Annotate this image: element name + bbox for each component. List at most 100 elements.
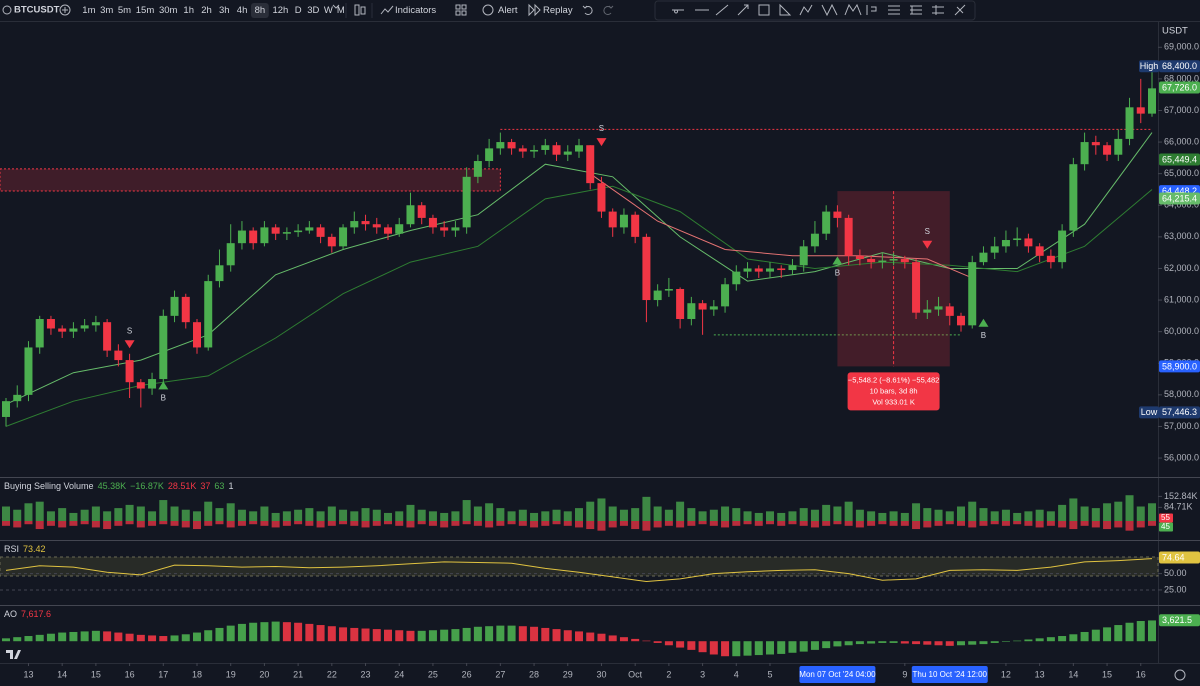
bar	[294, 520, 303, 525]
compare-button[interactable]	[59, 4, 71, 16]
interval-button[interactable]: 8h	[255, 5, 266, 16]
bar	[327, 626, 336, 642]
tool-horizontal-ray[interactable]	[672, 9, 684, 14]
bar	[563, 520, 572, 526]
y-tick-label: 152.84K	[1164, 491, 1198, 501]
price-label: 3,621.5	[1162, 615, 1192, 625]
price-label: 65,449.4	[1162, 154, 1197, 164]
candle-body	[575, 145, 583, 152]
chart-type-button[interactable]	[354, 4, 360, 16]
interval-button[interactable]: 15m	[136, 5, 155, 16]
bar	[1114, 625, 1123, 642]
bar	[867, 511, 876, 521]
x-tick-label: 9	[902, 669, 907, 679]
bar	[114, 632, 123, 642]
bar	[507, 511, 516, 521]
legend-value: 73.42	[23, 544, 46, 554]
measure-label-box	[847, 372, 940, 411]
interval-button[interactable]: 4h	[237, 5, 248, 16]
bar	[1058, 636, 1067, 642]
bar	[406, 630, 415, 642]
currency-label[interactable]: USDT	[1162, 26, 1188, 37]
bar	[80, 509, 89, 521]
y-tick-label: 67,000.0	[1164, 105, 1199, 115]
bar	[597, 520, 606, 531]
redo-button[interactable]	[603, 5, 614, 15]
tool-xabcd[interactable]	[844, 3, 862, 16]
bar	[305, 623, 314, 642]
interval-button[interactable]: W	[324, 5, 333, 16]
bar	[788, 520, 797, 525]
y-tick-label: 56,000.0	[1164, 452, 1199, 462]
undo-button[interactable]	[582, 5, 593, 15]
interval-button[interactable]: 1h	[183, 5, 194, 16]
interval-button[interactable]: D	[295, 5, 302, 16]
indicators-icon	[380, 5, 394, 15]
tool-flag[interactable]	[866, 5, 877, 15]
symbol-icon	[2, 5, 12, 15]
alert-icon	[482, 4, 494, 16]
tool-arrow[interactable]	[737, 4, 749, 16]
legend-value: 7,617.6	[21, 609, 51, 619]
intervals-dropdown[interactable]	[332, 4, 340, 9]
candle-body	[462, 176, 471, 228]
x-tick-label: 13	[1035, 669, 1045, 679]
legend-value: 37	[200, 481, 210, 491]
y-tick-label: 58,000.0	[1164, 389, 1199, 399]
tool-triangle[interactable]	[779, 3, 792, 16]
interval-button[interactable]: 30m	[159, 5, 178, 16]
settings-button[interactable]	[1174, 669, 1186, 681]
candle-body	[518, 148, 527, 152]
bar	[653, 520, 662, 528]
interval-button[interactable]: 1m	[82, 5, 95, 16]
interval-button[interactable]: M	[337, 5, 345, 16]
tool-fib[interactable]	[888, 5, 900, 15]
tool-rectangle[interactable]	[758, 4, 770, 16]
bar	[136, 634, 145, 642]
interval-button[interactable]: 3D	[307, 5, 319, 16]
tool-trend-line[interactable]	[715, 4, 729, 16]
signal-marker	[124, 340, 135, 349]
templates-button[interactable]	[455, 4, 461, 10]
bar	[148, 520, 157, 526]
interval-button[interactable]: 2h	[201, 5, 212, 16]
x-tick-label: 24	[394, 669, 404, 679]
bar	[530, 626, 539, 642]
tool-range[interactable]	[932, 5, 944, 15]
interval-button[interactable]: 3m	[100, 5, 113, 16]
toolbar-button[interactable]: Indicators	[395, 5, 436, 16]
tool-fib-ext[interactable]	[910, 5, 922, 15]
bar	[766, 520, 774, 525]
toolbar-button[interactable]: Alert	[498, 5, 518, 16]
candle-body	[563, 151, 572, 155]
bar	[46, 511, 55, 521]
x-tick-label: 15	[91, 669, 101, 679]
bar	[518, 509, 527, 521]
tool-gann[interactable]	[954, 4, 966, 16]
bar	[440, 629, 449, 642]
bar	[833, 520, 842, 525]
candle-body	[103, 322, 112, 351]
candle-body	[451, 227, 460, 231]
bar	[204, 630, 213, 642]
bar	[957, 641, 965, 646]
candle-body	[844, 217, 853, 256]
x-tick-label: 3	[700, 669, 705, 679]
bar	[69, 631, 78, 642]
interval-button[interactable]: 3h	[219, 5, 230, 16]
candle-body	[125, 360, 134, 383]
bar	[889, 641, 898, 643]
candle-body	[473, 161, 482, 177]
candle-body	[664, 288, 673, 291]
candle-body	[530, 149, 539, 152]
tool-pattern[interactable]	[821, 3, 838, 17]
interval-button[interactable]: 5m	[118, 5, 131, 16]
interval-button[interactable]: 12h	[272, 5, 288, 16]
tool-path[interactable]	[799, 4, 813, 16]
candle-body	[327, 236, 336, 247]
legend-value: 63	[214, 481, 224, 491]
symbol[interactable]: BTCUSDT	[14, 5, 60, 16]
toolbar-button[interactable]: Replay	[543, 5, 573, 16]
candle-body	[294, 230, 303, 233]
